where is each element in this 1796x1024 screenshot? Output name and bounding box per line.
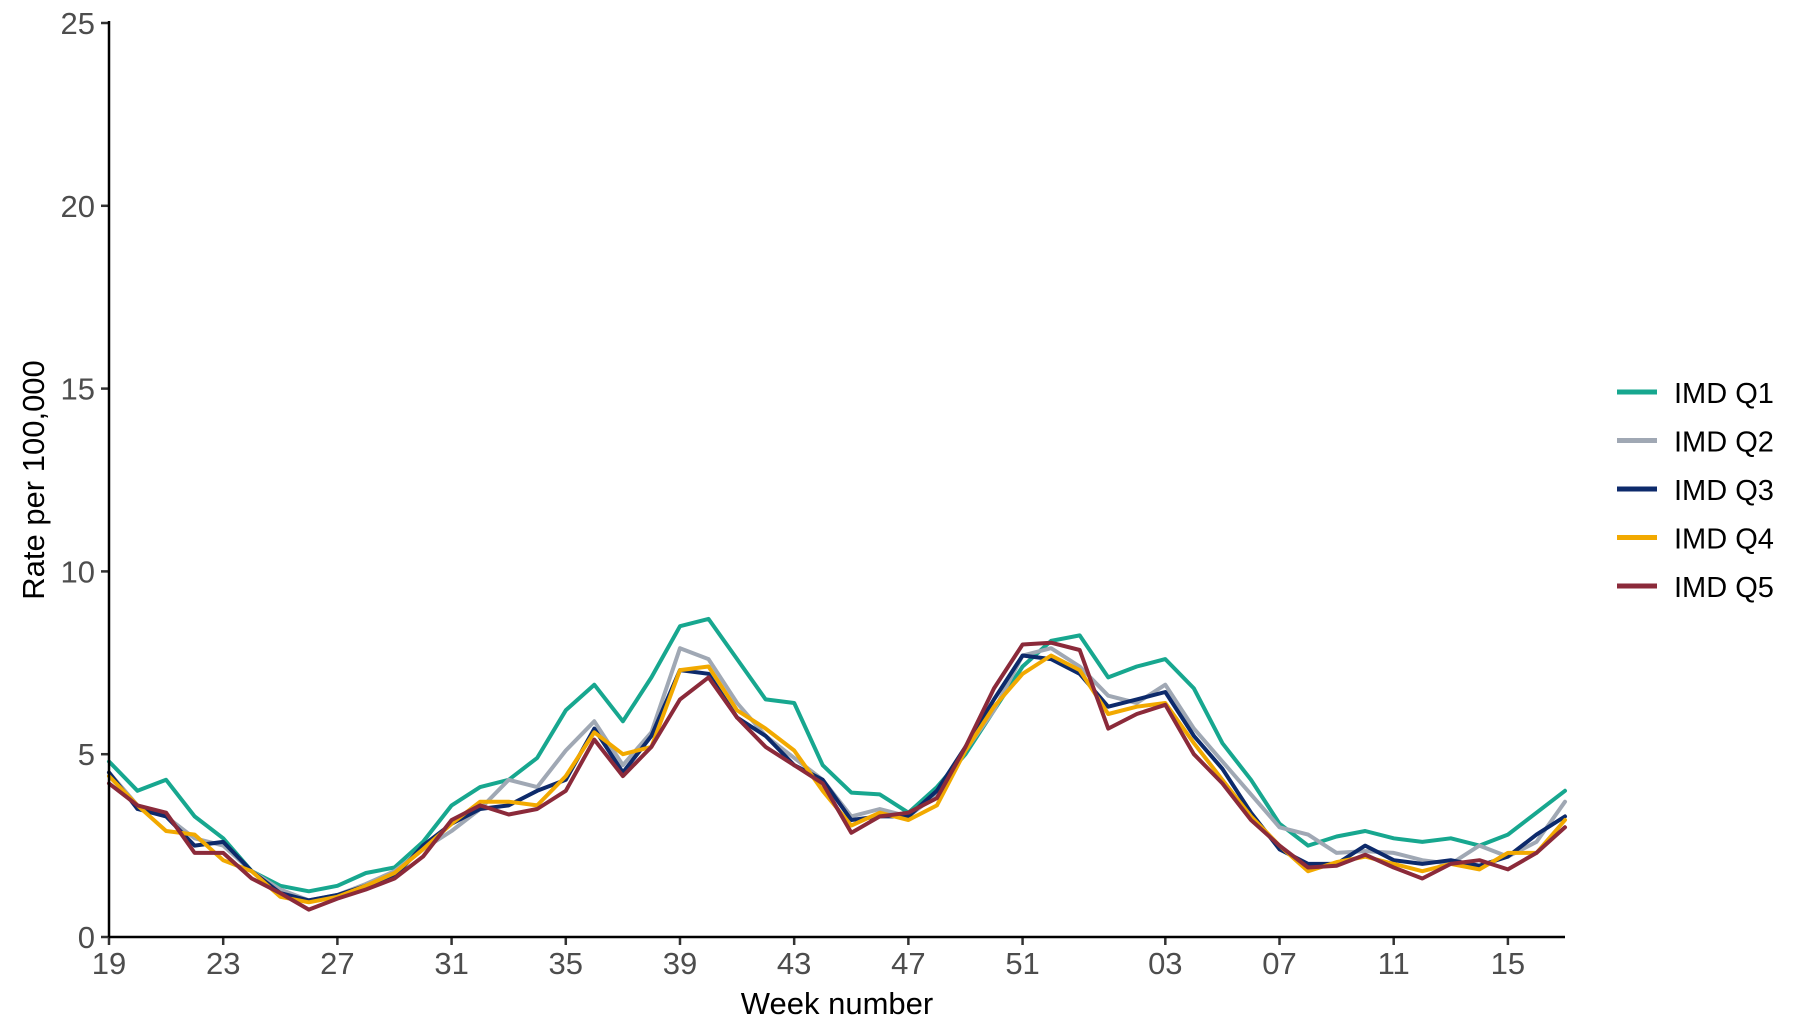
- y-tick-label: 20: [61, 189, 95, 224]
- series-line-imd-q5: [107, 640, 1567, 912]
- legend-label: IMD Q2: [1674, 427, 1774, 459]
- y-tick-label: 25: [61, 6, 95, 41]
- legend-label: IMD Q3: [1674, 475, 1774, 507]
- x-tick-label: 23: [206, 946, 240, 981]
- legend-label: IMD Q5: [1674, 572, 1774, 604]
- x-tick-label: 39: [663, 946, 697, 981]
- y-axis-ticks: 0 5 10 15 20 25: [61, 6, 109, 955]
- x-tick-label: 07: [1262, 946, 1296, 981]
- x-tick-label: 19: [92, 946, 126, 981]
- x-tick-label: 27: [320, 946, 354, 981]
- x-tick-label: 31: [434, 946, 468, 981]
- x-tick-label: 47: [891, 946, 925, 981]
- x-axis-ticks: 19 23 27 31 35 39 43 47 51 03 07 11 15: [92, 937, 1525, 981]
- y-tick-label: 10: [61, 554, 95, 589]
- x-axis-title: Week number: [741, 986, 933, 1021]
- legend-item: IMD Q4: [1617, 524, 1774, 556]
- x-tick-label: 03: [1148, 946, 1182, 981]
- legend-item: IMD Q1: [1617, 378, 1774, 410]
- series-layer: [107, 616, 1567, 912]
- x-tick-label: 43: [777, 946, 811, 981]
- x-tick-label: 51: [1005, 946, 1039, 981]
- x-tick-label: 15: [1491, 946, 1525, 981]
- y-tick-label: 15: [61, 372, 95, 407]
- legend-label: IMD Q1: [1674, 378, 1774, 410]
- y-axis-title: Rate per 100,000: [16, 360, 51, 600]
- legend-label: IMD Q4: [1674, 524, 1774, 556]
- x-tick-label: 35: [549, 946, 583, 981]
- x-tick-label: 11: [1378, 946, 1410, 981]
- series-line-imd-q1: [107, 616, 1567, 894]
- y-tick-label: 0: [78, 920, 95, 955]
- legend-item: IMD Q3: [1617, 475, 1774, 507]
- legend-item: IMD Q2: [1617, 427, 1774, 459]
- legend: IMD Q1 IMD Q2 IMD Q3 IMD Q4 IMD Q5: [1617, 378, 1774, 604]
- y-tick-label: 5: [78, 737, 95, 772]
- legend-item: IMD Q5: [1617, 572, 1774, 604]
